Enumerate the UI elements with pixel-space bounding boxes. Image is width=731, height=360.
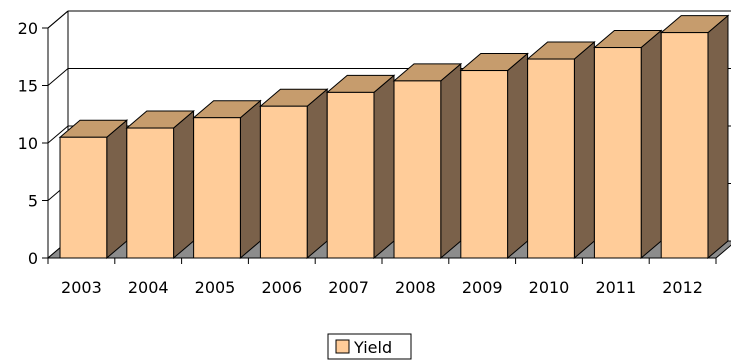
bar-front bbox=[527, 58, 575, 259]
legend: Yield bbox=[327, 333, 412, 360]
y-tick-labels: 0 5 10 15 20 bbox=[18, 19, 38, 268]
y-tick-label: 10 bbox=[18, 134, 38, 153]
x-tick-label: 2012 bbox=[662, 278, 703, 297]
bar-side bbox=[573, 40, 595, 260]
bar-front bbox=[326, 91, 375, 259]
bar-2012 bbox=[659, 14, 730, 260]
legend-label-yield: Yield bbox=[353, 338, 392, 357]
gridline-side bbox=[47, 125, 69, 144]
x-tick-label: 2006 bbox=[261, 278, 302, 297]
bar-side bbox=[306, 88, 328, 260]
x-tick-label: 2007 bbox=[328, 278, 369, 297]
bar-side bbox=[239, 99, 261, 260]
y-tick-label: 15 bbox=[18, 77, 38, 96]
gridline-side bbox=[47, 68, 69, 86]
x-tick-label: 2010 bbox=[529, 278, 570, 297]
y-axis-top-depth bbox=[47, 10, 69, 29]
bar-front bbox=[193, 117, 241, 259]
x-tick-label: 2004 bbox=[128, 278, 169, 297]
bar-2003 bbox=[58, 119, 129, 260]
bar-front bbox=[393, 80, 442, 259]
bar-front bbox=[593, 47, 642, 259]
bar-side bbox=[373, 74, 395, 260]
bar-2006 bbox=[259, 88, 329, 260]
bar-front bbox=[660, 32, 709, 259]
bar-side bbox=[707, 14, 729, 260]
bar-front bbox=[59, 136, 108, 259]
bars bbox=[58, 14, 730, 260]
bar-side bbox=[173, 109, 195, 260]
legend-swatch-yield bbox=[335, 339, 350, 354]
bar-side bbox=[440, 62, 462, 260]
bar-front bbox=[126, 127, 175, 259]
bar-2007 bbox=[325, 74, 396, 260]
bar-side bbox=[507, 52, 529, 260]
bar-2004 bbox=[125, 109, 195, 260]
bar-side bbox=[106, 119, 128, 260]
bar-side bbox=[640, 29, 662, 260]
bar-2010 bbox=[526, 40, 596, 260]
bar-2005 bbox=[192, 99, 262, 260]
x-tick-label: 2009 bbox=[462, 278, 503, 297]
x-tick-label: 2005 bbox=[195, 278, 236, 297]
bar-2009 bbox=[459, 52, 529, 260]
x-tick-label: 2003 bbox=[61, 278, 102, 297]
y-tick-label: 20 bbox=[18, 19, 38, 38]
y-tick-label: 5 bbox=[28, 192, 38, 211]
x-tick-label: 2011 bbox=[595, 278, 636, 297]
bar-front bbox=[460, 70, 509, 259]
bar-2008 bbox=[392, 62, 463, 260]
y-tick-label: 0 bbox=[28, 249, 38, 268]
bar-front bbox=[259, 105, 308, 259]
x-tick-label: 2008 bbox=[395, 278, 436, 297]
x-tick-labels: 2003 2004 2005 2006 2007 2008 2009 2010 2011 2012 bbox=[61, 278, 703, 297]
bar-2011 bbox=[593, 29, 663, 260]
